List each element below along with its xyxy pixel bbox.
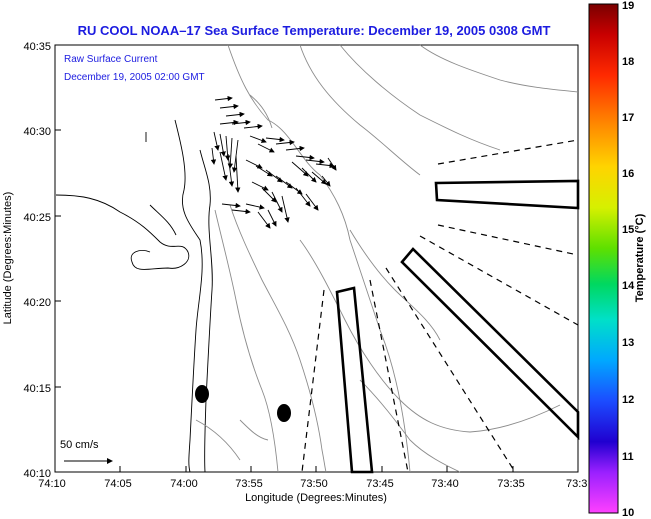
current-label: Raw Surface Current: [64, 54, 158, 65]
current-vectors: [210, 95, 337, 229]
x-tick-label: 73:55: [235, 478, 263, 490]
colorbar-gradient: [588, 3, 619, 514]
survey-box-south: [335, 286, 374, 474]
chart-title: RU COOL NOAA–17 Sea Surface Temperature:…: [78, 23, 551, 38]
sector-lines: [301, 139, 579, 473]
station-marker: [277, 404, 291, 422]
survey-boxes: [335, 179, 580, 474]
x-tick-label: 74:05: [104, 478, 132, 490]
station-marker: [195, 385, 209, 403]
y-tick-label: 40:35: [23, 41, 51, 53]
colorbar-label: Temperature (°C): [634, 213, 646, 302]
x-tick-label: 73:45: [366, 478, 394, 490]
x-tick-label: 73:3: [566, 478, 587, 490]
x-tick-label: 73:50: [300, 478, 328, 490]
colorbar-tick: 14: [622, 280, 635, 292]
x-tick-label: 74:10: [38, 478, 66, 490]
colorbar-tick: 12: [622, 394, 634, 406]
y-tick-label: 40:15: [23, 383, 51, 395]
plot-area: [54, 44, 579, 473]
colorbar-tick: 11: [622, 451, 634, 463]
y-tick-label: 40:25: [23, 212, 51, 224]
survey-box-north: [434, 179, 580, 210]
colorbar-tick: 15: [622, 224, 634, 236]
y-tick-label: 40:30: [23, 126, 51, 138]
y-tick-label: 40:20: [23, 297, 51, 309]
coastline: [55, 119, 213, 473]
colorbar-tick: 10: [622, 507, 634, 519]
bathymetry-contours: [195, 44, 579, 473]
current-time-label: December 19, 2005 02:00 GMT: [64, 72, 205, 83]
x-axis-label: Longitude (Degrees:Minutes): [245, 492, 387, 504]
colorbar-tick: 13: [622, 337, 634, 349]
scale-label: 50 cm/s: [60, 439, 99, 451]
y-tick-label: 40:10: [23, 468, 51, 480]
colorbar-tick: 16: [622, 168, 634, 180]
colorbar-tick: 19: [622, 0, 634, 12]
y-axis: 40:35 40:30 40:25 40:20 40:15 40:10 Lati…: [2, 41, 61, 480]
x-axis: 74:10 74:05 74:00 73:55 73:50 73:45 73:4…: [38, 466, 587, 504]
survey-box-southeast: [400, 247, 580, 441]
colorbar-tick: 17: [622, 112, 634, 124]
x-tick-label: 74:00: [170, 478, 198, 490]
colorbar: 19 18 17 16 15 14 13 12 11 10 Temperatur…: [588, 0, 646, 519]
x-tick-label: 73:40: [431, 478, 459, 490]
colorbar-tick: 18: [622, 56, 634, 68]
x-tick-label: 73:35: [497, 478, 525, 490]
y-axis-label: Latitude (Degrees:Minutes): [2, 192, 14, 325]
